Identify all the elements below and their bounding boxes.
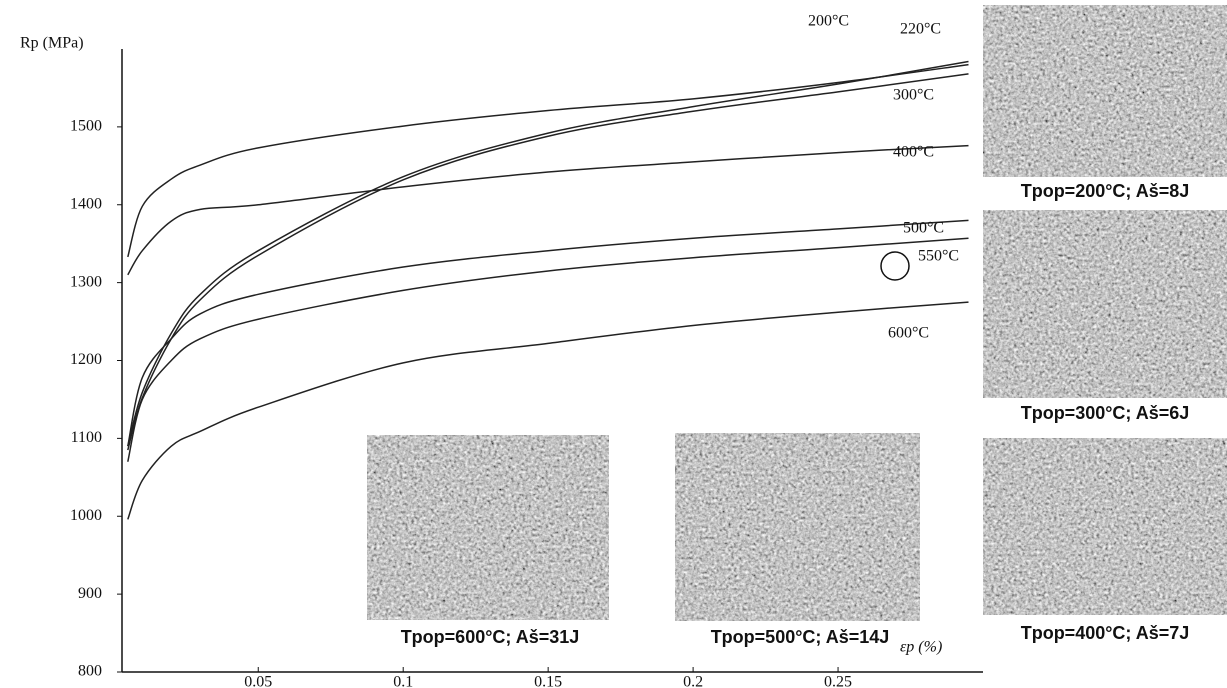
series-line bbox=[128, 74, 969, 450]
series-label: 400°C bbox=[893, 144, 934, 161]
image-caption: Tpop=300°C; Aš=6J bbox=[1021, 403, 1190, 423]
page: Rp (MPa) εp (%) Tpop=200°C; Aš=8J Tpop=3… bbox=[0, 0, 1227, 688]
sem-image bbox=[983, 210, 1227, 398]
series-label: 550°C bbox=[918, 248, 959, 265]
y-tick-label: 1200 bbox=[70, 351, 102, 368]
x-tick-label: 0.1 bbox=[393, 674, 413, 688]
image-caption: Tpop=400°C; Aš=7J bbox=[1021, 623, 1190, 643]
y-tick-label: 1500 bbox=[70, 118, 102, 135]
series-label: 300°C bbox=[893, 87, 934, 104]
sem-image bbox=[367, 435, 609, 620]
image-caption: Tpop=500°C; Aš=14J bbox=[711, 627, 890, 647]
y-axis-label: Rp (MPa) bbox=[20, 35, 84, 52]
y-tick-label: 900 bbox=[78, 585, 102, 602]
y-tick-label: 1100 bbox=[71, 429, 102, 446]
x-tick-label: 0.2 bbox=[683, 674, 703, 688]
series-line bbox=[128, 146, 969, 275]
x-tick-label: 0.15 bbox=[534, 674, 562, 688]
sem-image bbox=[983, 438, 1227, 615]
series-label: 220°C bbox=[900, 21, 941, 38]
y-tick-label: 1000 bbox=[70, 507, 102, 524]
y-tick-label: 800 bbox=[78, 663, 102, 680]
series-line bbox=[128, 61, 969, 446]
y-tick-label: 1400 bbox=[70, 195, 102, 212]
chart: Rp (MPa) εp (%) Tpop=200°C; Aš=8J Tpop=3… bbox=[0, 0, 1227, 688]
y-tick-label: 1300 bbox=[70, 273, 102, 290]
x-axis-label: εp (%) bbox=[900, 639, 942, 656]
x-tick-label: 0.25 bbox=[824, 674, 852, 688]
image-caption: Tpop=600°C; Aš=31J bbox=[401, 627, 580, 647]
sem-image bbox=[675, 433, 920, 621]
series-label: 200°C bbox=[808, 13, 849, 30]
series-line bbox=[128, 220, 969, 446]
x-tick-label: 0.05 bbox=[244, 674, 272, 688]
series-line bbox=[128, 238, 969, 462]
sem-image bbox=[983, 5, 1227, 177]
series-label: 600°C bbox=[888, 325, 929, 342]
marker-circle bbox=[881, 252, 909, 280]
series-label: 500°C bbox=[903, 220, 944, 237]
image-caption: Tpop=200°C; Aš=8J bbox=[1021, 181, 1190, 201]
